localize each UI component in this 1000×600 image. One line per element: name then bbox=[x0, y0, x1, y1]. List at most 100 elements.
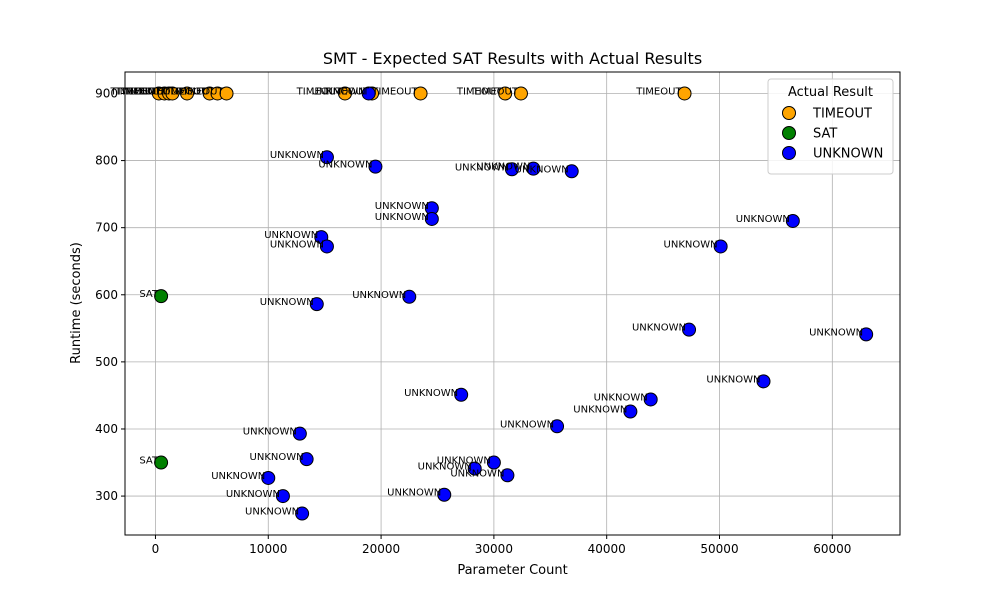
legend-label-timeout: TIMEOUT bbox=[812, 107, 872, 122]
legend-items: TIMEOUT SAT UNKNOWN bbox=[782, 106, 883, 162]
unknown-point-label: UNKNOWN bbox=[270, 239, 324, 250]
grid bbox=[125, 72, 900, 535]
timeout-point bbox=[180, 86, 195, 101]
unknown-point bbox=[526, 161, 541, 176]
y-tick-label: 600 bbox=[95, 288, 118, 302]
unknown-point-label: UNKNOWN bbox=[809, 327, 863, 338]
unknown-point-label: UNKNOWN bbox=[455, 162, 509, 173]
unknown-point bbox=[785, 213, 800, 228]
timeout-point-label: TIMEOUT bbox=[138, 86, 185, 97]
unknown-point-label: UNKNOWN bbox=[437, 456, 491, 467]
timeout-point-label: TIMEOUT bbox=[456, 86, 503, 97]
unknown-point-label: UNKNOWN bbox=[250, 452, 304, 463]
unknown-point-label: UNKNOWN bbox=[500, 419, 554, 430]
plot-frame bbox=[124, 71, 901, 536]
unknown-point-label: UNKNOWN bbox=[573, 405, 627, 416]
unknown-point-label: UNKNOWN bbox=[226, 489, 280, 500]
x-tick-label: 50000 bbox=[700, 542, 738, 556]
unknown-point-label: UNKNOWN bbox=[270, 150, 324, 161]
unknown-point bbox=[275, 489, 290, 504]
y-tick-label: 800 bbox=[95, 154, 118, 168]
unknown-point-label: UNKNOWN bbox=[211, 471, 265, 482]
unknown-point bbox=[713, 239, 728, 254]
legend-label-unknown: UNKNOWN bbox=[813, 147, 883, 162]
unknown-point-label: UNKNOWN bbox=[243, 427, 297, 438]
y-axis-label: Runtime (seconds) bbox=[69, 242, 84, 364]
unknown-point bbox=[299, 452, 314, 467]
unknown-point-label: UNKNOWN bbox=[375, 212, 429, 223]
x-tick-label: 30000 bbox=[475, 542, 513, 556]
unknown-point bbox=[361, 86, 376, 101]
timeout-point bbox=[513, 86, 528, 101]
x-axis-ticks: 0 10000 20000 30000 40000 50000 60000 bbox=[152, 535, 851, 556]
unknown-point-label: UNKNOWN bbox=[318, 160, 372, 171]
unknown-point-label: UNKNOWN bbox=[375, 201, 429, 212]
unknown-point bbox=[309, 297, 324, 312]
legend-marker-unknown bbox=[782, 146, 796, 160]
unknown-point bbox=[682, 322, 697, 337]
unknown-point-label: UNKNOWN bbox=[594, 392, 648, 403]
legend-title: Actual Result bbox=[788, 85, 873, 100]
unknown-point bbox=[643, 392, 658, 407]
y-tick-label: 400 bbox=[95, 422, 118, 436]
timeout-point-label: TIMEOUT bbox=[371, 86, 418, 97]
sat-point-label: SAT bbox=[139, 456, 159, 467]
timeout-point bbox=[219, 86, 234, 101]
unknown-point-label: UNKNOWN bbox=[352, 290, 406, 301]
legend: Actual Result TIMEOUT SAT UNKNOWN bbox=[767, 78, 894, 175]
x-tick-label: 60000 bbox=[813, 542, 851, 556]
unknown-point bbox=[424, 211, 439, 226]
timeout-point-label: TIMEOUT bbox=[110, 86, 157, 97]
unknown-point bbox=[504, 162, 519, 177]
unknown-point-label: UNKNOWN bbox=[632, 323, 686, 334]
data-points bbox=[151, 86, 874, 521]
unknown-point-label: UNKNOWN bbox=[260, 297, 314, 308]
x-axis-label: Parameter Count bbox=[457, 563, 567, 578]
timeout-point bbox=[165, 86, 180, 101]
unknown-point-label: UNKNOWN bbox=[387, 488, 441, 499]
y-tick-label: 300 bbox=[95, 489, 118, 503]
y-tick-label: 700 bbox=[95, 221, 118, 235]
unknown-point bbox=[467, 461, 482, 476]
unknown-point-label: UNKNOWN bbox=[515, 164, 569, 175]
unknown-point bbox=[623, 404, 638, 419]
unknown-point-label: UNKNOWN bbox=[418, 462, 472, 473]
unknown-point-label: UNKNOWN bbox=[664, 239, 718, 250]
sat-point bbox=[154, 455, 169, 470]
legend-marker-sat bbox=[782, 126, 796, 140]
unknown-point bbox=[402, 289, 417, 304]
timeout-point bbox=[413, 86, 428, 101]
unknown-point-label: UNKNOWN bbox=[476, 162, 530, 173]
timeout-point-label: TIMEOUT bbox=[635, 86, 682, 97]
timeout-point-label: TIMEOUT bbox=[123, 86, 170, 97]
x-tick-label: 20000 bbox=[362, 542, 400, 556]
x-tick-label: 0 bbox=[152, 542, 160, 556]
unknown-point-label: UNKNOWN bbox=[736, 214, 790, 225]
y-axis-ticks: 300 400 500 600 700 800 900 bbox=[95, 86, 125, 503]
unknown-point bbox=[261, 470, 276, 485]
timeout-point-label: TIMEOUT bbox=[115, 86, 162, 97]
unknown-point bbox=[319, 150, 334, 165]
unknown-point bbox=[292, 426, 307, 441]
timeout-point-label: TIMEOUT bbox=[177, 86, 224, 97]
unknown-point bbox=[486, 455, 501, 470]
unknown-point-label: UNKNOWN bbox=[450, 468, 504, 479]
sat-point bbox=[154, 289, 169, 304]
legend-box bbox=[767, 78, 894, 175]
unknown-point bbox=[564, 164, 579, 179]
unknown-point bbox=[437, 487, 452, 502]
unknown-point bbox=[550, 419, 565, 434]
sat-point-label: SAT bbox=[139, 289, 159, 300]
unknown-point-label: UNKNOWN bbox=[312, 86, 366, 97]
legend-marker-timeout bbox=[782, 106, 796, 120]
timeout-point-label: TIMEOUT bbox=[120, 86, 167, 97]
x-tick-label: 10000 bbox=[249, 542, 287, 556]
unknown-point bbox=[368, 159, 383, 174]
unknown-point bbox=[500, 468, 515, 483]
unknown-point-label: UNKNOWN bbox=[245, 507, 299, 518]
y-tick-label: 500 bbox=[95, 355, 118, 369]
timeout-point-label: TIMEOUT bbox=[323, 86, 370, 97]
timeout-point-label: TIMEOUT bbox=[472, 86, 519, 97]
unknown-point-label: UNKNOWN bbox=[404, 388, 458, 399]
